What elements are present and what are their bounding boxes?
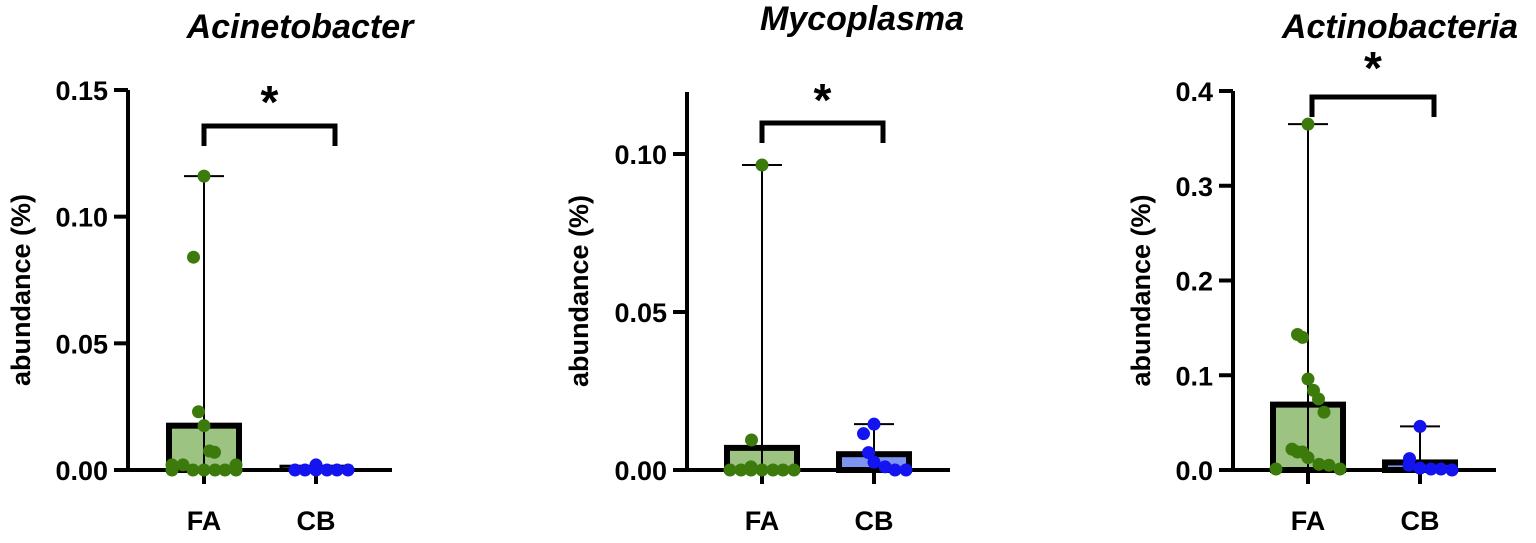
- chart-panel-mycoplasma: Mycoplasma abundance (%) 0.00 0.05 0.10 FA CB *: [564, 0, 964, 536]
- chart-title: Mycoplasma: [760, 0, 964, 38]
- fa-data-point: [755, 463, 769, 477]
- cb-data-point: [309, 463, 323, 477]
- cb-data-point: [1413, 461, 1427, 475]
- y-tick-label: 0.00: [55, 456, 108, 486]
- significance-bracket: [1309, 94, 1437, 117]
- y-tick-label: 0.2: [1175, 267, 1213, 297]
- fa-data-point: [1312, 457, 1326, 471]
- fa-data-point: [723, 463, 737, 477]
- y-axis-label: abundance (%): [1126, 194, 1156, 386]
- y-tick-label: 0.10: [55, 203, 108, 233]
- fa-data-point: [776, 463, 790, 477]
- fa-data-point: [1312, 392, 1325, 406]
- x-category-label: FA: [1291, 506, 1326, 536]
- y-tick-label: 0.05: [614, 298, 667, 328]
- fa-data-point: [1301, 451, 1315, 465]
- fa-data-point: [197, 419, 211, 433]
- cb-data-point: [1424, 462, 1438, 476]
- cb-data-point: [878, 460, 892, 474]
- y-tick-label: 0.15: [55, 76, 108, 106]
- significance-bracket: [201, 123, 338, 146]
- fa-data-point: [1296, 330, 1309, 344]
- cb-data-point: [1445, 463, 1459, 477]
- significance-star: *: [1364, 42, 1382, 94]
- y-tick-label: 0.05: [55, 329, 108, 359]
- chart-title: Actinobacteria: [1281, 8, 1518, 46]
- fa-data-point: [186, 463, 200, 477]
- fa-data-point: [1269, 462, 1283, 476]
- chart-panel-actinobacteria: Actinobacteria abundance (%) 0.0 0.1 0.2 0.3 0…: [1126, 8, 1518, 536]
- y-axis-label: abundance (%): [6, 194, 36, 386]
- cb-data-point: [341, 463, 355, 477]
- fa-data-point: [208, 445, 221, 459]
- cb-data-point: [330, 463, 344, 477]
- cb-data-point: [1402, 458, 1416, 472]
- fa-data-point: [755, 158, 769, 172]
- x-category-label: CB: [855, 506, 894, 536]
- fa-data-point: [1301, 372, 1315, 386]
- x-category-label: CB: [1401, 506, 1440, 536]
- significance-bracket: [759, 120, 886, 143]
- cb-data-point: [867, 417, 881, 431]
- cb-data-point: [288, 463, 302, 477]
- fa-data-point: [734, 463, 748, 477]
- chart-title: Acinetobacter: [186, 8, 415, 46]
- fa-data-point: [1301, 117, 1315, 131]
- y-tick-label: 0.1: [1175, 361, 1213, 391]
- y-tick-label: 0.00: [614, 456, 667, 486]
- cb-data-point: [888, 463, 902, 477]
- cb-data-point: [867, 455, 881, 469]
- fa-data-point: [229, 463, 243, 477]
- fa-data-point: [165, 463, 179, 477]
- chart-panel-acinetobacter: Acinetobacter abundance (%) 0.00 0.05 0.10 0.…: [6, 8, 415, 536]
- significance-star: *: [814, 74, 832, 126]
- fa-data-point: [197, 463, 211, 477]
- y-tick-label: 0.4: [1175, 77, 1213, 107]
- cb-data-point: [1434, 462, 1448, 476]
- y-tick-label: 0.10: [614, 140, 667, 170]
- x-category-label: FA: [187, 506, 222, 536]
- fa-data-point: [218, 463, 232, 477]
- y-axis-label: abundance (%): [564, 195, 594, 387]
- fa-data-point: [208, 463, 222, 477]
- cb-data-point: [862, 446, 875, 460]
- fa-data-point: [1322, 458, 1336, 472]
- fa-data-point: [745, 433, 758, 447]
- x-category-label: CB: [297, 506, 336, 536]
- y-tick-label: 0.0: [1175, 456, 1213, 486]
- fa-data-point: [766, 463, 780, 477]
- cb-data-point: [899, 463, 913, 477]
- fa-data-point: [197, 169, 211, 183]
- fa-data-point: [744, 463, 758, 477]
- cb-data-point: [1413, 419, 1427, 433]
- fa-data-point: [187, 250, 200, 264]
- x-category-label: FA: [745, 506, 780, 536]
- fa-data-point: [1333, 462, 1347, 476]
- fa-data-point: [192, 405, 205, 419]
- y-tick-label: 0.3: [1175, 172, 1213, 202]
- significance-star: *: [261, 76, 279, 128]
- fa-data-point: [176, 458, 190, 472]
- cb-data-point: [320, 463, 334, 477]
- cb-data-point: [857, 427, 870, 441]
- cb-data-point: [298, 463, 312, 477]
- fa-data-point: [1317, 405, 1331, 419]
- fa-data-point: [787, 463, 801, 477]
